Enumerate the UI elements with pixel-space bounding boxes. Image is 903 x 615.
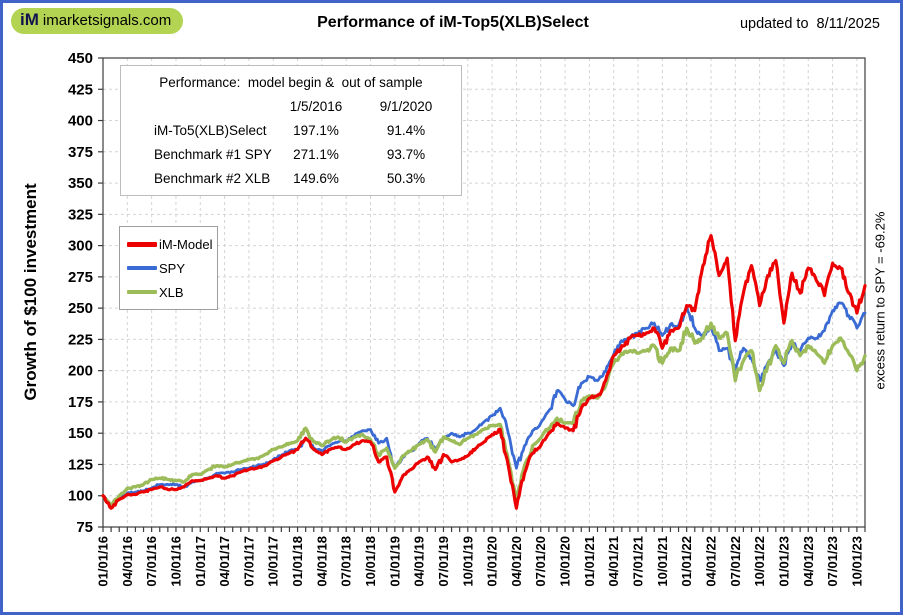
logo-domain: imarketsignals.com <box>42 12 172 29</box>
legend-item-im-model: iM-Model <box>127 237 217 252</box>
x-tick-label: 01/01/16 <box>96 536 111 587</box>
im-model-line-swatch <box>127 241 157 247</box>
updated-date: updated to 8/11/2025 <box>739 16 880 32</box>
xlb-begin-return: 149.6% <box>293 171 339 186</box>
model-oos-return: 91.4% <box>386 123 426 138</box>
spy-oos-return: 93.7% <box>386 147 426 162</box>
legend-label: iM-Model <box>159 236 213 252</box>
x-tick-label: 04/01/23 <box>801 536 816 587</box>
x-tick-label: 04/01/18 <box>314 536 329 587</box>
y-tick-label: 275 <box>68 269 93 286</box>
row-label-spy: Benchmark #1 SPY <box>154 147 272 162</box>
y-tick-label: 225 <box>68 331 93 348</box>
x-tick-label: 07/01/19 <box>436 536 451 587</box>
x-tick-label: 07/01/22 <box>728 536 743 587</box>
x-tick-label: 07/01/16 <box>144 536 159 587</box>
chart-legend: iM-Model SPY XLB <box>119 226 218 310</box>
x-tick-label: 07/01/21 <box>631 536 646 587</box>
legend-label: SPY <box>159 260 186 276</box>
y-axis-title: Growth of $100 investment <box>21 183 40 401</box>
y-tick-label: 425 <box>68 81 93 98</box>
table-row: Benchmark #1 SPY 271.1% 93.7% <box>121 147 461 162</box>
x-tick-label: 04/01/21 <box>606 536 621 587</box>
performance-table-header-row: 1/5/2016 9/1/2020 <box>121 99 461 114</box>
model-begin-return: 197.1% <box>293 123 339 138</box>
y-tick-label: 400 <box>68 113 93 130</box>
series-line-iM-Model <box>101 234 867 510</box>
page-title: Performance of iM-Top5(XLB)Select <box>317 14 589 31</box>
x-tick-label: 07/01/23 <box>825 536 840 587</box>
x-tick-label: 04/01/17 <box>217 536 232 587</box>
x-tick-label: 04/01/22 <box>703 536 718 587</box>
excess-return-annotation: excess return to SPY = -69.2% <box>872 211 888 390</box>
col-date-begin: 1/5/2016 <box>289 99 343 114</box>
x-tick-label: 07/01/18 <box>339 536 354 587</box>
performance-table-title: Performance: model begin & out of sample <box>159 75 423 90</box>
x-tick-label: 10/01/17 <box>266 536 281 587</box>
y-tick-label: 75 <box>76 519 93 536</box>
y-tick-label: 375 <box>68 144 93 161</box>
y-tick-label: 150 <box>68 425 93 442</box>
x-tick-label: 10/01/16 <box>168 536 183 587</box>
spy-line-swatch <box>127 266 157 270</box>
x-tick-label: 01/01/21 <box>582 536 597 587</box>
x-tick-label: 10/01/21 <box>655 536 670 587</box>
x-tick-label: 07/01/20 <box>533 536 548 587</box>
y-tick-label: 125 <box>68 456 93 473</box>
legend-item-xlb: XLB <box>127 285 217 300</box>
table-row: iM-To5(XLB)Select 197.1% 91.4% <box>121 123 461 138</box>
y-tick-label: 300 <box>68 238 93 255</box>
y-tick-label: 325 <box>68 206 93 223</box>
xlb-line-swatch <box>127 290 157 294</box>
x-tick-label: 01/01/19 <box>387 536 402 587</box>
x-tick-label: 07/01/17 <box>241 536 256 587</box>
x-tick-label: 01/01/23 <box>776 536 791 587</box>
col-date-oos: 9/1/2020 <box>379 99 433 114</box>
x-tick-label: 10/01/19 <box>460 536 475 587</box>
x-tick-label: 04/01/20 <box>509 536 524 587</box>
row-label-xlb: Benchmark #2 XLB <box>154 171 271 186</box>
legend-item-spy: SPY <box>127 261 217 276</box>
y-tick-label: 100 <box>68 488 93 505</box>
imarketsignals-logo: iM imarketsignals.com <box>11 8 184 34</box>
x-tick-label: 10/01/20 <box>558 536 573 587</box>
x-tick-label: 01/01/22 <box>679 536 694 587</box>
x-tick-label: 01/01/17 <box>193 536 208 587</box>
x-tick-label: 01/01/20 <box>485 536 500 587</box>
x-tick-label: 04/01/16 <box>120 536 135 587</box>
table-row: Benchmark #2 XLB 149.6% 50.3% <box>121 171 461 186</box>
y-tick-label: 175 <box>68 394 93 411</box>
legend-label: XLB <box>159 284 184 300</box>
series-line-XLB <box>101 321 867 507</box>
row-label-model: iM-To5(XLB)Select <box>154 123 267 138</box>
y-tick-label: 450 <box>68 50 93 67</box>
spy-begin-return: 271.1% <box>293 147 339 162</box>
performance-table: Performance: model begin & out of sample… <box>120 65 462 196</box>
x-tick-label: 10/01/18 <box>363 536 378 587</box>
y-tick-label: 250 <box>68 300 93 317</box>
y-tick-label: 200 <box>68 363 93 380</box>
x-tick-label: 01/01/18 <box>290 536 305 587</box>
logo-im-mark: iM <box>20 10 39 29</box>
y-tick-label: 350 <box>68 175 93 192</box>
series-line-SPY <box>101 301 867 508</box>
x-tick-label: 04/01/19 <box>412 536 427 587</box>
x-tick-label: 10/01/22 <box>752 536 767 587</box>
xlb-oos-return: 50.3% <box>386 171 426 186</box>
x-tick-label: 10/01/23 <box>849 536 864 587</box>
